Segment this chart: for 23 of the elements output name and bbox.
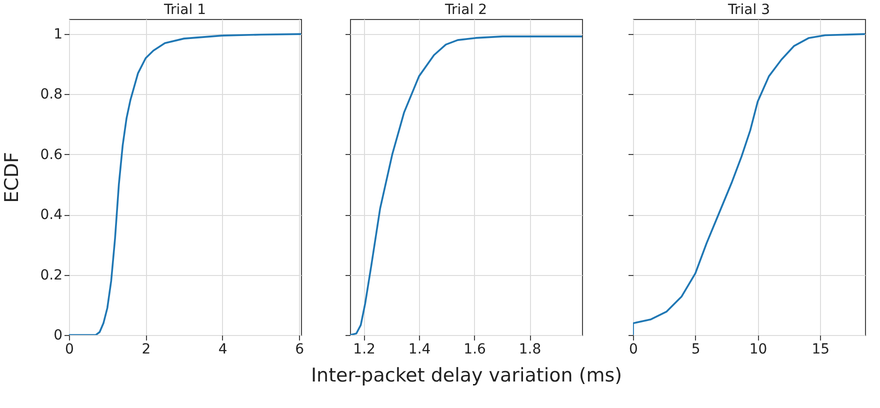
chart-title: Trial 3 — [727, 2, 770, 18]
y-tick-label: 0 — [54, 328, 62, 344]
y-axis-title: ECDF — [1, 152, 24, 203]
y-tick-label: 0.8 — [40, 86, 62, 103]
x-tick-label: 10 — [749, 342, 768, 358]
y-tick-label: 0.4 — [40, 207, 63, 224]
x-tick-label: 0 — [629, 342, 638, 358]
y-tick-label: 0.2 — [40, 267, 62, 284]
x-tick-label: 1.4 — [408, 342, 431, 358]
x-tick-label: 1.2 — [353, 342, 376, 358]
y-tick-label: 1 — [54, 26, 62, 43]
x-tick-label: 1.8 — [518, 342, 542, 358]
x-tick-label: 15 — [812, 342, 830, 358]
x-axis-title: Inter-packet delay variation (ms) — [310, 364, 622, 386]
x-tick-label: 6 — [295, 342, 304, 358]
x-tick-label: 1.6 — [464, 342, 486, 358]
x-tick-label: 0 — [65, 342, 74, 358]
chart-title: Trial 2 — [444, 2, 487, 18]
chart-title: Trial 1 — [163, 2, 206, 18]
y-tick-label: 0.6 — [40, 146, 63, 163]
x-tick-label: 2 — [142, 342, 151, 358]
x-tick-label: 5 — [691, 342, 700, 358]
x-tick-label: 4 — [218, 342, 228, 358]
